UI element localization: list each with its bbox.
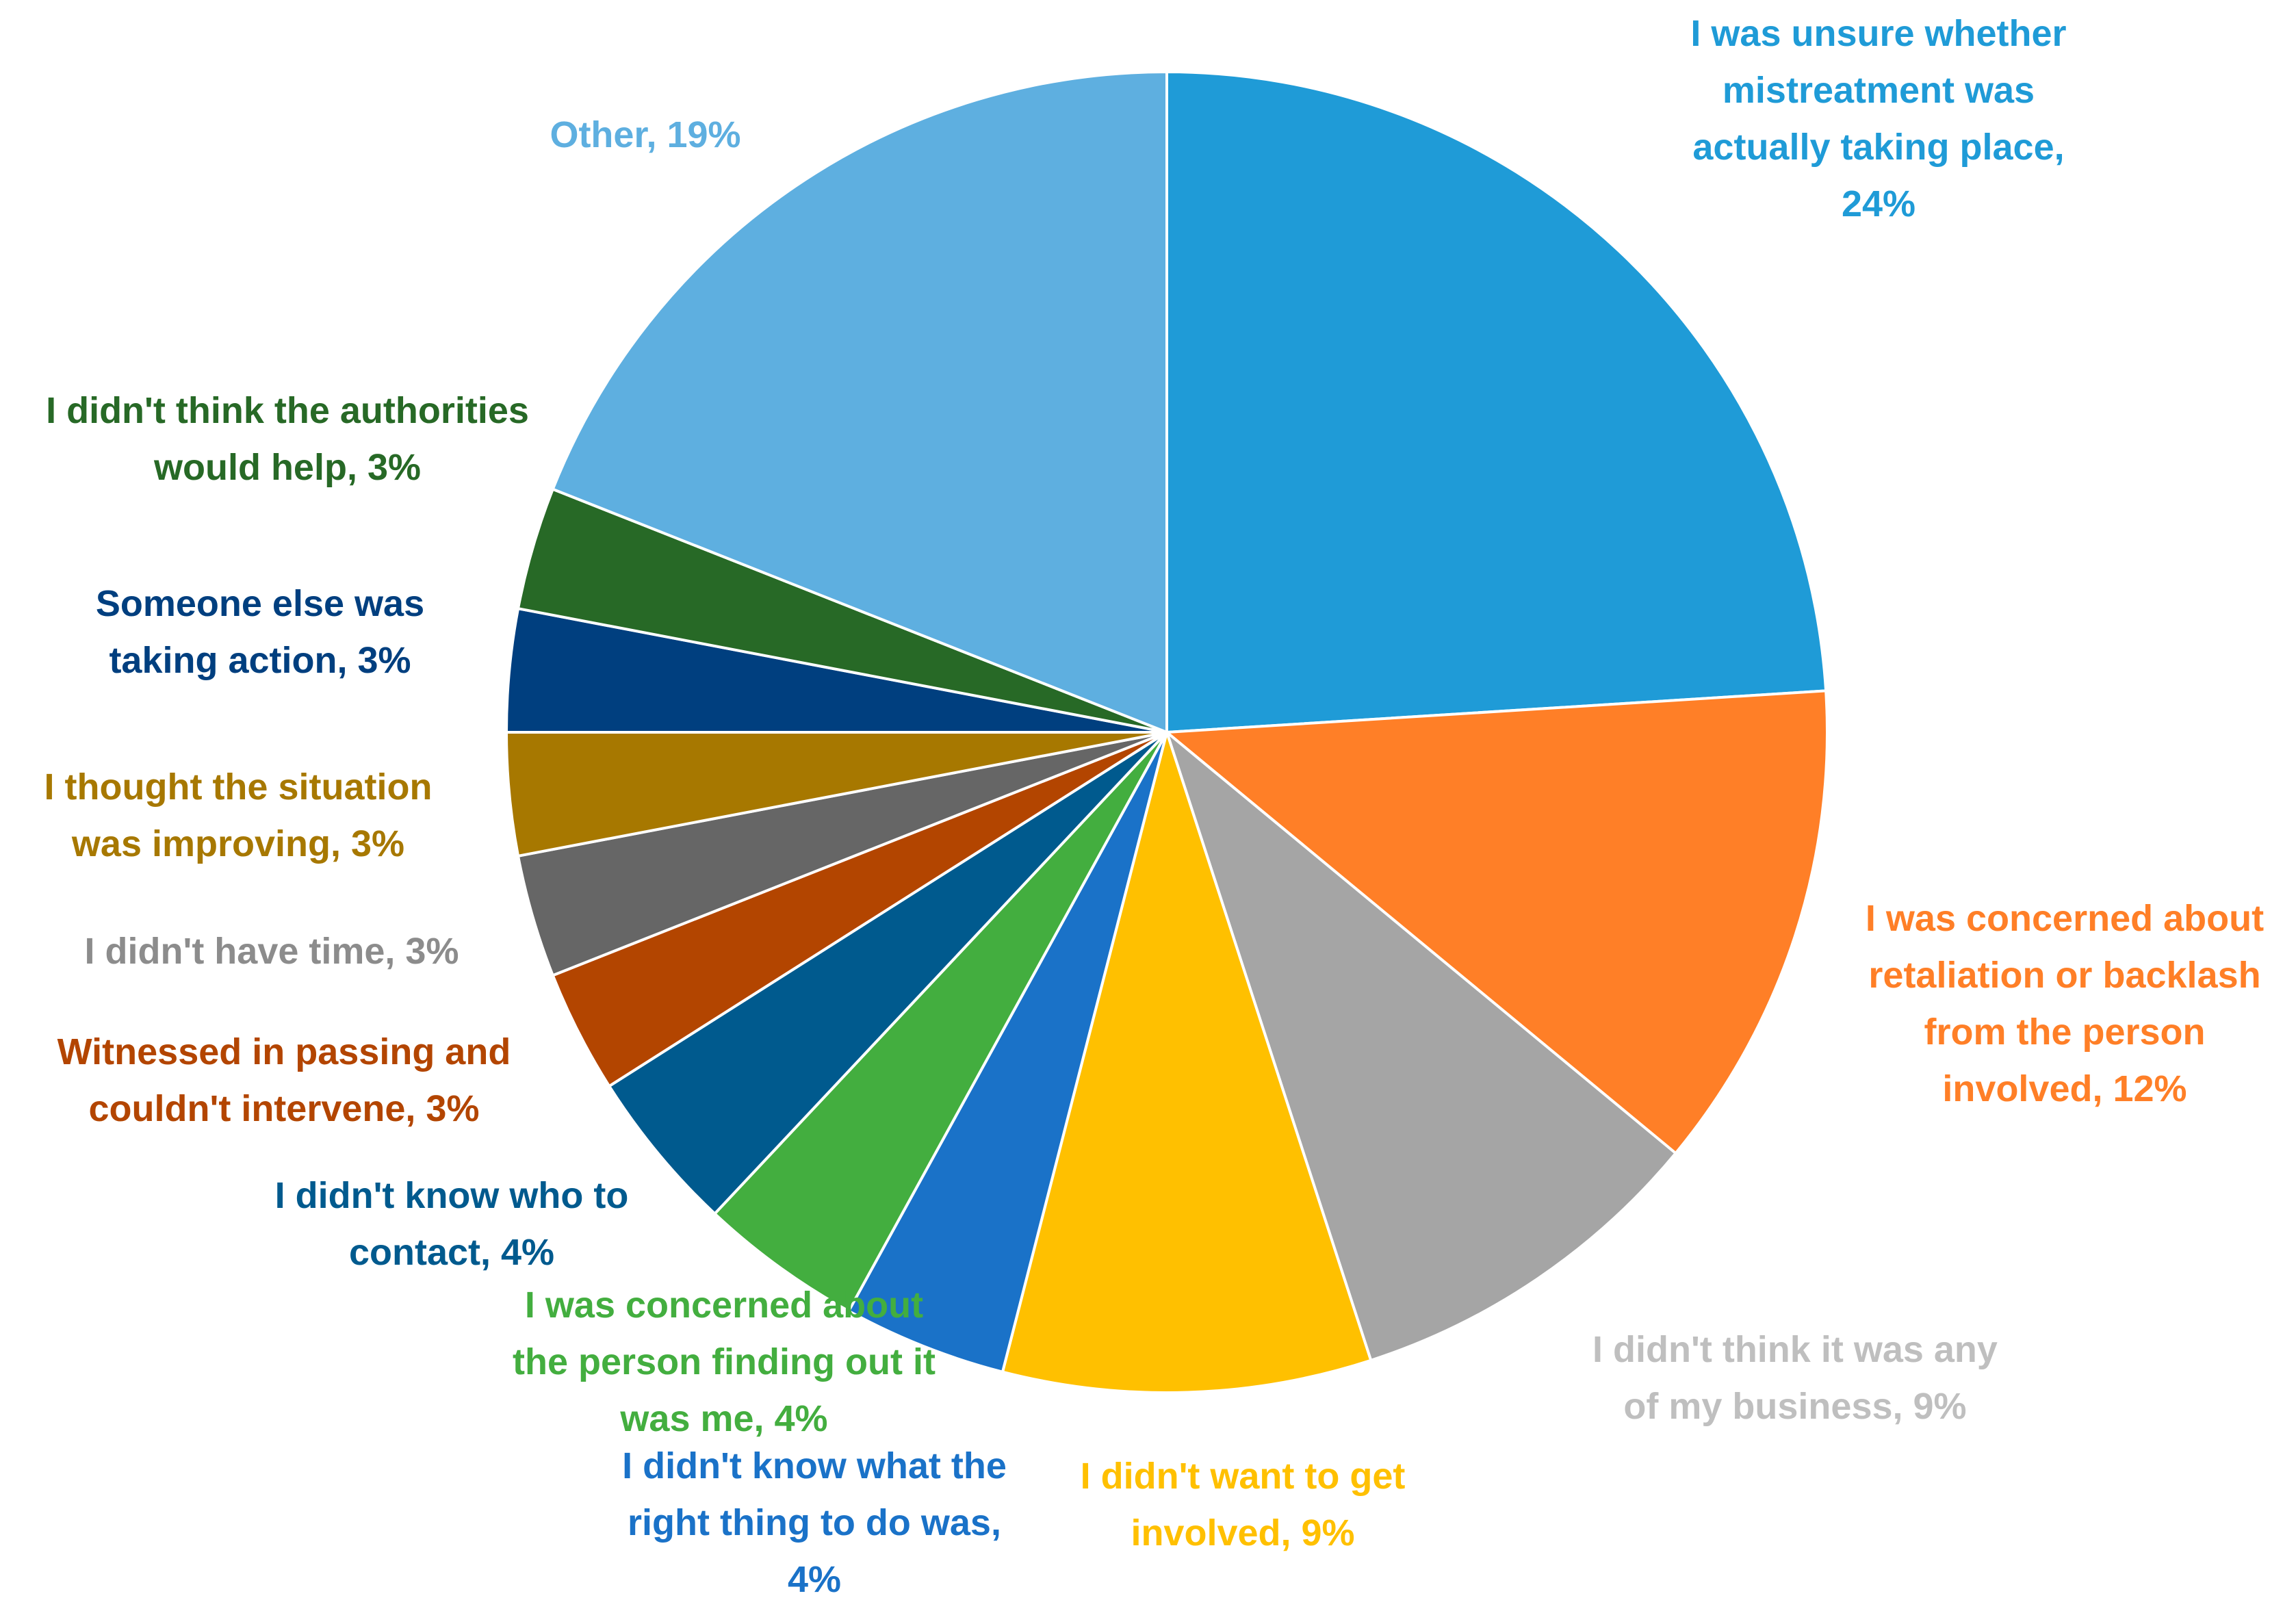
pie-slice-i-didn-t-think-it-was-any-of-my-business: [1163, 728, 1678, 1363]
data-label-i-was-concerned-about-retaliation-or-bac: I was concerned about retaliation or back…: [1866, 898, 2264, 1109]
data-label-line: right thing to do was,: [628, 1502, 1001, 1543]
data-label-line: I was unsure whether: [1690, 13, 2066, 54]
data-label-line: of my business, 9%: [1623, 1386, 1966, 1427]
data-label-i-thought-the-situation-was-improving: I thought the situation was improving, 3%: [44, 766, 433, 864]
pie-slices: [504, 70, 1829, 1394]
data-label-i-didn-t-have-time: I didn't have time, 3%: [85, 931, 459, 972]
data-label-line: I was concerned about: [1866, 898, 2264, 939]
data-label-other: Other, 19%: [550, 114, 740, 155]
data-label-i-didn-t-know-what-the-right-thing-to-do: I didn't know what the right thing to do …: [622, 1445, 1007, 1600]
data-label-line: involved, 9%: [1131, 1512, 1354, 1554]
data-label-line: I thought the situation: [44, 766, 433, 808]
data-label-line: Witnessed in passing and: [57, 1031, 511, 1072]
data-label-i-was-concerned-about-the-person-finding: I was concerned about the person finding …: [513, 1285, 936, 1439]
data-label-i-didn-t-know-who-to-contact: I didn't know who to contact, 4%: [275, 1175, 629, 1273]
data-label-line: retaliation or backlash: [1868, 955, 2260, 996]
pie-slice-i-was-unsure-whether-mistreatment-was-ac: [1165, 70, 1828, 734]
data-label-line: 4%: [788, 1559, 841, 1600]
data-label-line: involved, 12%: [1942, 1068, 2187, 1109]
data-label-line: I didn't want to get: [1081, 1456, 1406, 1497]
data-label-line: I didn't know what the: [622, 1445, 1007, 1486]
pie-slice-i-didn-t-know-what-the-right-thing-to-do: [847, 732, 1168, 1374]
data-label-line: couldn't intervene, 3%: [89, 1088, 480, 1129]
data-label-line: mistreatment was: [1723, 70, 2035, 111]
pie-slice-i-didn-t-know-who-to-contact: [607, 731, 1168, 1216]
data-label-i-didn-t-think-it-was-any-of-my-business: I didn't think it was any of my business,…: [1592, 1329, 1998, 1427]
data-label-line: the person finding out it: [513, 1341, 936, 1382]
data-label-line: contact, 4%: [349, 1232, 554, 1273]
data-label-line: was me, 4%: [619, 1398, 827, 1439]
pie-slice-i-was-concerned-about-the-person-finding: [712, 731, 1168, 1313]
data-label-line: actually taking place,: [1692, 127, 2064, 168]
data-label-line: I didn't know who to: [275, 1175, 629, 1216]
data-label-line: Someone else was: [96, 583, 424, 624]
data-label-line: I didn't think the authorities: [46, 390, 529, 431]
data-label-line: 24%: [1842, 183, 1916, 224]
data-label-i-didn-t-think-the-authorities-would-hel: I didn't think the authorities would help…: [46, 390, 529, 488]
data-label-witnessed-in-passing-and-couldn-t-interv: Witnessed in passing and couldn't interve…: [57, 1031, 511, 1129]
data-label-line: I was concerned about: [525, 1285, 923, 1326]
pie-slice-i-was-concerned-about-retaliation-or-bac: [1163, 689, 1829, 1155]
data-label-line: taking action, 3%: [109, 640, 411, 681]
data-label-line: I didn't have time, 3%: [85, 931, 459, 972]
pie-slice-other: [551, 70, 1168, 734]
data-label-line: I didn't think it was any: [1592, 1329, 1998, 1370]
pie-labels: I was unsure whether mistreatment was actu…: [44, 13, 2265, 1600]
data-label-someone-else-was-taking-action: Someone else was taking action, 3%: [96, 583, 424, 681]
pie-slice-i-didn-t-want-to-get-involved: [1001, 727, 1373, 1394]
data-label-line: Other, 19%: [550, 114, 740, 155]
data-label-line: was improving, 3%: [71, 823, 404, 864]
data-label-line: from the person: [1924, 1011, 2205, 1053]
data-label-line: would help, 3%: [153, 447, 421, 488]
data-label-i-was-unsure-whether-mistreatment-was-ac: I was unsure whether mistreatment was actu…: [1690, 13, 2066, 224]
data-label-i-didn-t-want-to-get-involved: I didn't want to get involved, 9%: [1081, 1456, 1406, 1554]
